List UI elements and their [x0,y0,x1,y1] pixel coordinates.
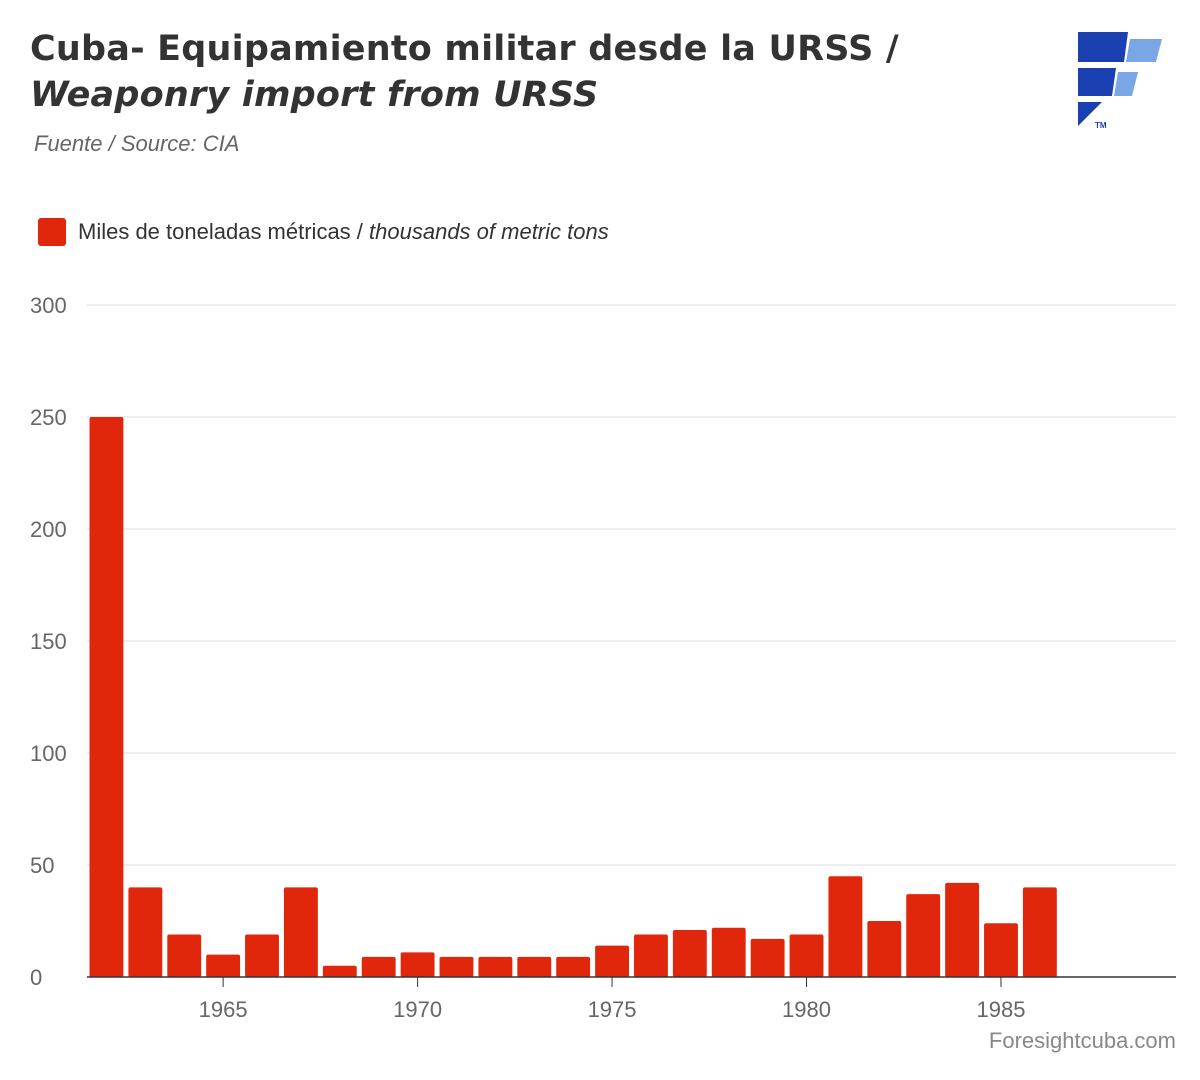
bar-1985 [984,923,1018,977]
bar-1963 [128,887,163,977]
y-tick-label: 0 [30,965,42,990]
title-line-english: Weaponry import from URSS [30,75,599,115]
logo-middle-dark-flag [1078,68,1116,96]
bar-1969 [361,956,396,977]
bar-1977 [672,929,707,977]
bar-1983 [906,894,941,977]
logo-bottom-stem [1078,102,1102,126]
bar-1962 [89,417,124,977]
logo-top-light-flag [1126,39,1162,62]
bar-1981 [828,876,863,977]
logo-top-dark-flag [1078,32,1128,62]
x-tick-label: 1985 [977,997,1026,1022]
title-line-spanish: Cuba- Equipamiento militar desde la URSS… [30,29,899,69]
bar-1965 [206,954,241,977]
bar-1979 [750,938,785,977]
y-tick-label: 200 [30,517,67,542]
bar-1967 [283,887,318,977]
bar-1978 [711,927,746,977]
x-tick-label: 1965 [199,997,248,1022]
bar-1974 [556,956,591,977]
bar-1968 [322,965,357,977]
legend-label-spanish: Miles de toneladas métricas [78,219,351,244]
x-tick-label: 1980 [782,997,831,1022]
y-tick-label: 100 [30,741,67,766]
chart-source: Fuente / Source: CIA [34,131,240,156]
logo-trademark: TM [1095,121,1107,130]
x-tick-label: 1970 [393,997,442,1022]
bar-1970 [400,952,435,977]
bar-1973 [517,956,552,977]
chart-legend: Miles de toneladas métricas / thousands … [38,218,609,246]
y-tick-label: 150 [30,629,67,654]
legend-swatch [38,218,66,246]
bar-1980 [789,934,824,977]
bar-1975 [595,945,629,977]
foresight-logo-icon: TM [1078,32,1162,130]
bar-1982 [867,921,902,977]
bar-1972 [478,956,513,977]
legend-separator: / [350,219,370,244]
bar-1964 [167,934,202,977]
bar-1984 [945,882,980,977]
bar-1976 [634,934,668,977]
bar-1971 [439,956,474,977]
legend-label-english: thousands of metric tons [369,219,609,244]
site-credit: Foresightcuba.com [988,1028,1176,1053]
y-tick-label: 250 [30,405,67,430]
bar-1966 [245,934,279,977]
x-tick-label: 1975 [588,997,637,1022]
y-tick-label: 50 [30,853,54,878]
chart-title: Cuba- Equipamiento militar desde la URSS… [30,26,899,118]
logo-middle-light-flag [1114,72,1138,96]
y-tick-label: 300 [30,293,67,318]
bar-1986 [1022,887,1057,977]
